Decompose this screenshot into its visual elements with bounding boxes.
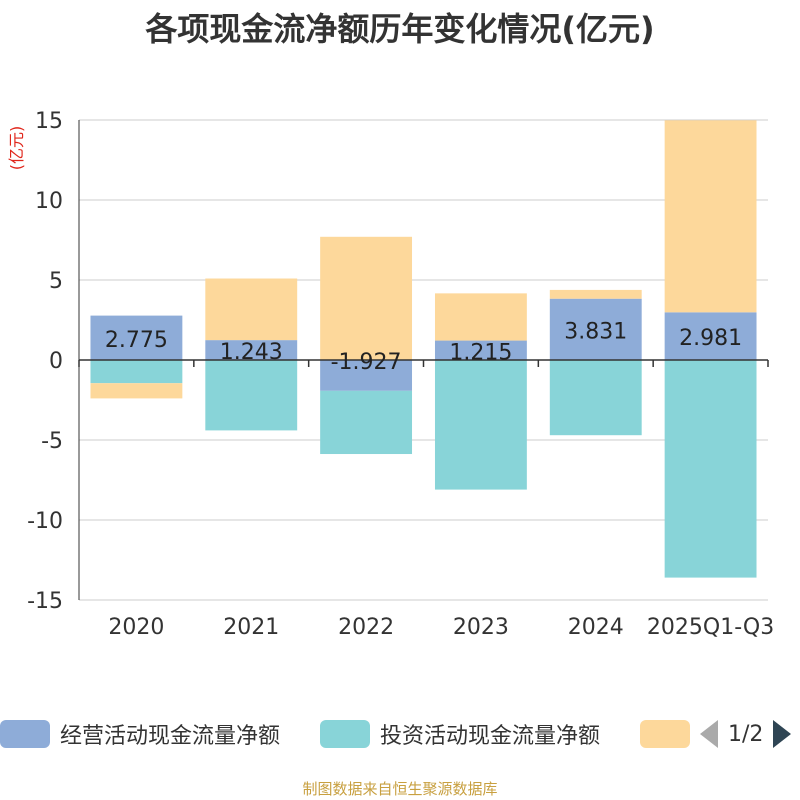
y-axis-label: (亿元) [7,126,26,171]
y-tick-label: 0 [49,349,63,374]
bar-series-1 [90,360,183,384]
y-tick-label: -10 [27,509,63,534]
legend-swatch-operating [0,720,50,748]
legend-swatch-financing [640,720,690,748]
bar-series-2 [205,278,298,341]
data-label: -1.927 [331,350,402,375]
y-tick-label: 10 [35,189,63,214]
x-tick-label: 2022 [338,615,394,640]
bar-series-0 [205,340,298,360]
y-tick-label: -5 [41,429,63,454]
legend-pager: 1/2 [700,716,792,752]
legend-label-investing: 投资活动现金流量净额 [380,724,601,749]
bar-series-2 [434,293,527,341]
legend-item-financing[interactable] [640,716,690,752]
bar-series-1 [205,360,298,431]
bar-series-1 [434,360,527,490]
chart-title: 各项现金流净额历年变化情况(亿元) [145,10,655,48]
chart-plot: 15 10 5 0 -5 -10 -15 (亿元) 2020 2021 2022 2023 2024 20… [7,109,774,640]
x-tick-label: 2020 [108,615,164,640]
bar-series-2 [320,236,413,360]
pager-page-text: 1/2 [728,721,764,747]
bar-series-0 [434,340,527,360]
x-tick-label: 2025Q1-Q3 [647,615,774,640]
bar-series-1 [320,390,413,455]
data-label: 1.243 [220,340,283,365]
legend-swatch-investing [320,720,370,748]
bar-series-2 [664,120,757,313]
pager-prev-icon[interactable] [700,720,718,748]
bar-series-0 [664,312,757,360]
legend-item-investing[interactable]: 投资活动现金流量净额 [320,716,600,752]
x-tick-label: 2024 [568,615,624,640]
x-tick-label: 2023 [453,615,509,640]
bar-series-0 [90,315,183,360]
data-label: 2.981 [679,326,742,351]
y-tick-label: -15 [27,589,63,614]
x-tick-label: 2021 [223,615,279,640]
legend: 经营活动现金流量净额 投资活动现金流量净额 [0,716,800,756]
data-label: 1.215 [449,340,512,365]
data-label: 3.831 [564,319,627,344]
y-tick-label: 15 [35,109,63,134]
data-label: 2.775 [105,328,168,353]
pager-next-icon[interactable] [773,720,792,748]
bar-series-0 [320,360,413,391]
bar-series-0 [549,298,642,360]
legend-item-operating[interactable]: 经营活动现金流量净额 [0,716,280,752]
source-footer: 制图数据来自恒生聚源数据库 [302,780,498,798]
legend-label-operating: 经营活动现金流量净额 [60,724,281,749]
bar-series-1 [664,360,757,578]
y-tick-label: 5 [49,269,63,294]
bar-series-2 [90,383,183,399]
bar-series-1 [549,360,642,436]
bar-series-2 [549,289,642,299]
